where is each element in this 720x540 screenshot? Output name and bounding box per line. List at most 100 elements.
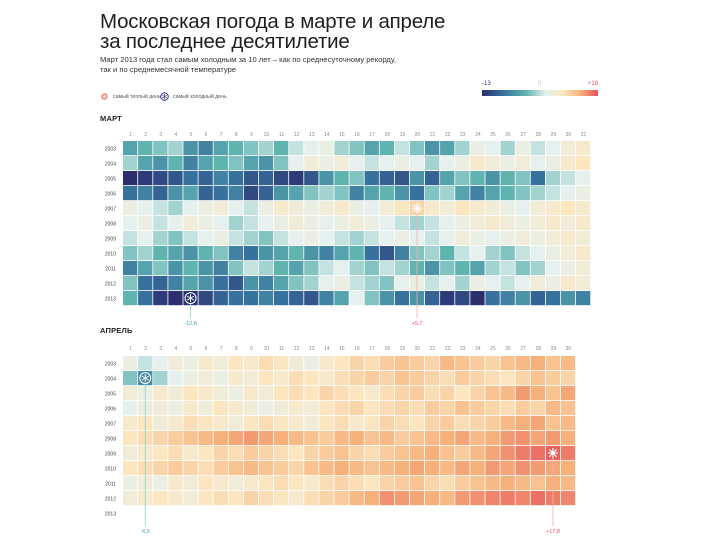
april-cell-2007-30 — [560, 416, 576, 431]
april-cell-2004-26 — [500, 371, 515, 386]
april-year-label-2003: 2003 — [105, 361, 116, 367]
march-cell-2010-16 — [349, 246, 364, 261]
april-cell-2009-4 — [168, 446, 183, 461]
april-cell-2011-1 — [123, 476, 138, 491]
march-cell-2010-18 — [379, 246, 394, 261]
march-cell-2003-30 — [560, 141, 576, 156]
march-day-tick-25: 25 — [490, 132, 496, 138]
april-cell-2004-9 — [243, 371, 259, 386]
march-day-tick-1: 1 — [129, 132, 132, 138]
april-cell-2005-23 — [455, 386, 470, 401]
march-cell-2006-26 — [500, 186, 515, 201]
march-cell-2011-26 — [500, 261, 515, 276]
march-cell-2006-3 — [153, 186, 168, 201]
april-cell-2006-29 — [545, 401, 561, 416]
march-cell-2005-20 — [409, 171, 425, 186]
april-cell-2011-9 — [243, 476, 259, 491]
april-cell-2004-24 — [470, 371, 485, 386]
april-cell-2010-27 — [515, 461, 530, 476]
march-year-label-2004: 2004 — [105, 161, 116, 167]
april-cell-2012-30 — [560, 491, 576, 506]
march-cell-2010-25 — [485, 246, 500, 261]
march-cell-2010-12 — [289, 246, 304, 261]
march-cell-2005-30 — [560, 171, 576, 186]
march-year-label-2013: 2013 — [105, 296, 116, 302]
march-cell-2008-22 — [440, 216, 455, 231]
april-cell-2008-10 — [258, 431, 274, 446]
march-cell-2011-12 — [289, 261, 304, 276]
april-cell-2006-26 — [500, 401, 515, 416]
april-cell-2008-27 — [515, 431, 530, 446]
march-cell-2004-6 — [198, 156, 213, 171]
march-cell-2010-19 — [394, 246, 410, 261]
march-cell-2009-29 — [545, 231, 561, 246]
april-cell-2010-16 — [349, 461, 364, 476]
march-day-tick-8: 8 — [235, 132, 238, 138]
march-cell-2008-3 — [153, 216, 168, 231]
legend-coldest: самый холодный день — [160, 92, 227, 101]
april-day-tick-9: 9 — [250, 346, 253, 352]
march-day-tick-17: 17 — [369, 132, 375, 138]
april-cell-2010-13 — [304, 461, 319, 476]
march-cell-2009-26 — [500, 231, 515, 246]
april-cell-2006-25 — [485, 401, 500, 416]
march-day-tick-15: 15 — [339, 132, 345, 138]
march-cell-2005-14 — [319, 171, 334, 186]
march-cell-2012-7 — [213, 276, 228, 291]
april-cell-2007-8 — [228, 416, 243, 431]
april-cell-2009-6 — [198, 446, 213, 461]
april-cell-2009-20 — [409, 446, 425, 461]
march-cell-2006-12 — [289, 186, 304, 201]
april-cell-2009-7 — [213, 446, 228, 461]
march-cell-2004-28 — [530, 156, 545, 171]
march-cell-2003-2 — [138, 141, 153, 156]
march-cell-2011-16 — [349, 261, 364, 276]
april-cell-2004-1 — [123, 371, 138, 386]
april-day-tick-29: 29 — [551, 346, 557, 352]
april-cell-2006-24 — [470, 401, 485, 416]
march-cell-2006-7 — [213, 186, 228, 201]
april-day-tick-25: 25 — [490, 346, 496, 352]
april-cell-2007-3 — [153, 416, 168, 431]
april-day-tick-4: 4 — [174, 346, 177, 352]
april-cell-2012-7 — [213, 491, 228, 506]
march-cell-2003-31 — [576, 141, 591, 156]
march-cell-2007-19 — [394, 201, 410, 216]
march-cell-2006-10 — [258, 186, 274, 201]
april-cell-2010-10 — [258, 461, 274, 476]
april-cell-2007-14 — [319, 416, 334, 431]
april-cell-2007-1 — [123, 416, 138, 431]
april-cell-2007-24 — [470, 416, 485, 431]
april-year-label-2012: 2012 — [105, 496, 116, 502]
april-cell-2009-12 — [289, 446, 304, 461]
april-cell-2004-22 — [440, 371, 455, 386]
april-cell-2008-14 — [319, 431, 334, 446]
march-cell-2008-24 — [470, 216, 485, 231]
march-cell-2005-7 — [213, 171, 228, 186]
april-cell-2003-1 — [123, 356, 138, 371]
april-cell-2003-25 — [485, 356, 500, 371]
april-cell-2008-20 — [409, 431, 425, 446]
april-cell-2012-14 — [319, 491, 334, 506]
april-cell-2007-16 — [349, 416, 364, 431]
april-cell-2005-11 — [274, 386, 289, 401]
april-cell-2003-26 — [500, 356, 515, 371]
april-cell-2005-20 — [409, 386, 425, 401]
march-cell-2012-3 — [153, 276, 168, 291]
march-day-tick-16: 16 — [354, 132, 360, 138]
march-cell-2013-3 — [153, 291, 168, 306]
april-cell-2012-13 — [304, 491, 319, 506]
april-cell-2010-15 — [334, 461, 349, 476]
april-cell-2006-1 — [123, 401, 138, 416]
march-year-label-2011: 2011 — [105, 266, 116, 272]
april-cell-2003-3 — [153, 356, 168, 371]
march-cell-2009-12 — [289, 231, 304, 246]
april-cell-2005-27 — [515, 386, 530, 401]
april-cell-2009-5 — [183, 446, 198, 461]
march-cell-2009-8 — [228, 231, 243, 246]
april-cell-2010-7 — [213, 461, 228, 476]
april-cell-2007-23 — [455, 416, 470, 431]
march-heading: МАРТ — [100, 114, 122, 123]
april-heading: АПРЕЛЬ — [100, 326, 133, 335]
april-cell-2012-3 — [153, 491, 168, 506]
